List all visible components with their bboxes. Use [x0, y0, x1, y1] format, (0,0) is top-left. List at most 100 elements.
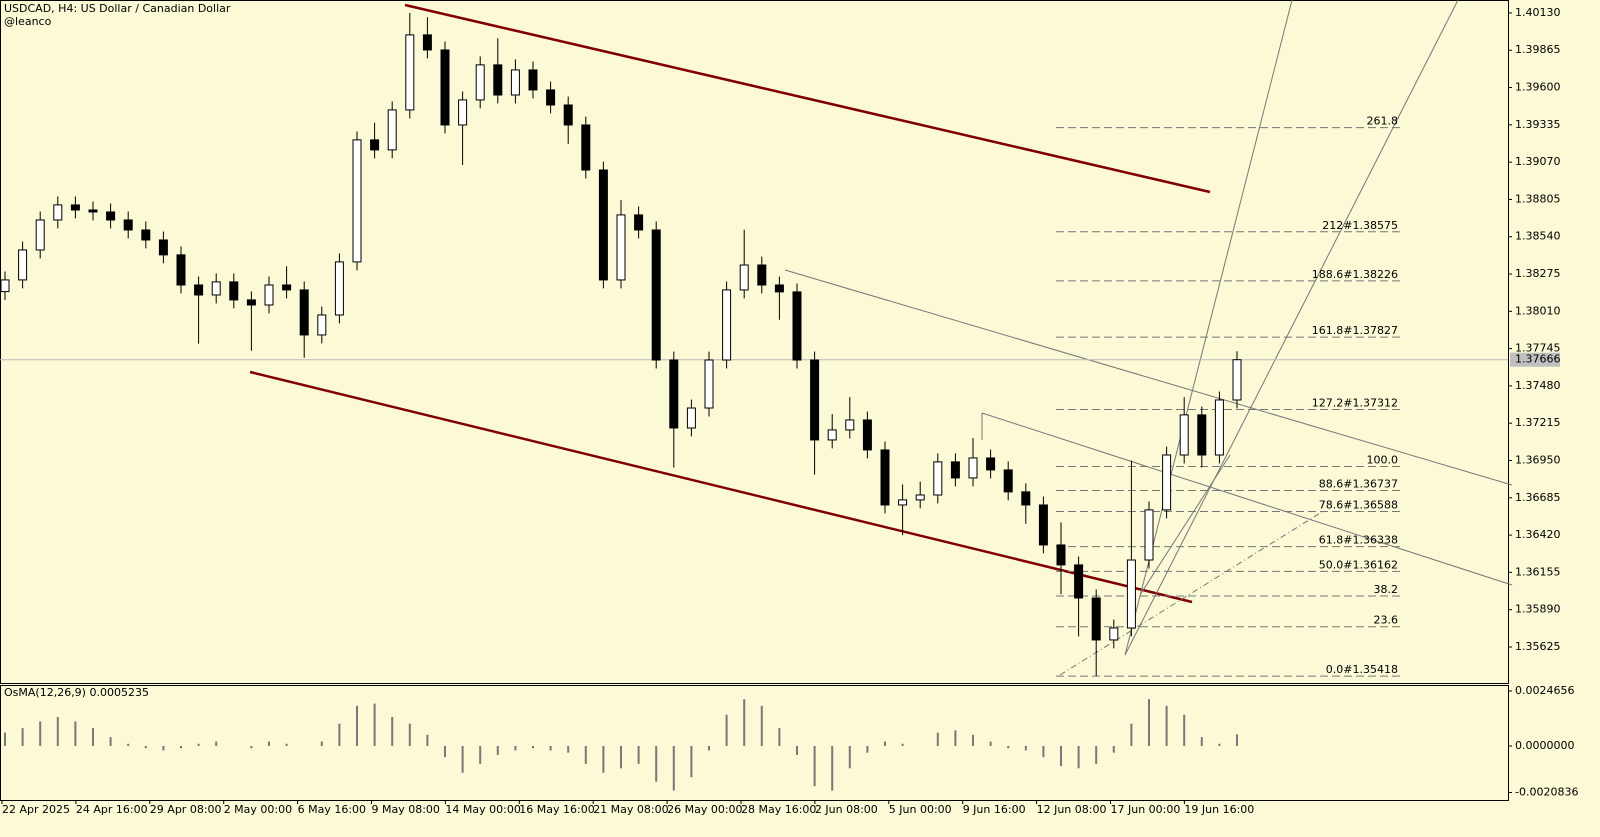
candle-body	[915, 494, 925, 501]
fib-label: 100.0	[1367, 454, 1399, 467]
candle-body	[1179, 414, 1189, 456]
x-tick-label: 6 May 16:00	[298, 803, 366, 816]
candle-body	[1038, 504, 1048, 546]
candle-body	[387, 109, 397, 151]
fib-label: 78.6#1.36588	[1319, 498, 1398, 511]
candle-body	[704, 359, 714, 409]
candle-body	[1109, 627, 1119, 641]
y-tick-label: 1.36685	[1515, 491, 1561, 504]
price-panel	[0, 0, 1509, 684]
chart-title: USDCAD, H4: US Dollar / Canadian Dollar	[4, 2, 231, 15]
candle-body	[88, 209, 98, 213]
candle-body	[950, 461, 960, 479]
x-tick-label: 16 May 16:00	[519, 803, 594, 816]
candle-body	[1126, 559, 1136, 629]
x-tick-label: 22 Apr 2025	[2, 803, 70, 816]
y-tick-label: 1.39865	[1515, 43, 1561, 56]
y-tick-label: 1.35625	[1515, 640, 1561, 653]
y-tick-label: 1.39600	[1515, 81, 1561, 94]
trend-line	[981, 412, 1513, 586]
fan-baseline	[1059, 509, 1326, 676]
candle-body	[370, 139, 380, 151]
indicator-title: OsMA(12,26,9) 0.0005235	[4, 686, 149, 699]
candle-body	[634, 214, 644, 231]
candle-body	[53, 204, 63, 221]
x-tick-label: 9 Jun 16:00	[963, 803, 1026, 816]
candle-body	[528, 69, 538, 91]
frame	[0, 0, 1509, 801]
candle-body	[1162, 454, 1172, 511]
candle-body	[123, 219, 133, 231]
x-tick-label: 19 Jun 16:00	[1184, 803, 1254, 816]
fib-label: 161.8#1.37827	[1312, 324, 1398, 337]
candle-body	[651, 229, 661, 361]
fib-label: 127.2#1.37312	[1312, 397, 1398, 410]
last-price-label: 1.37666	[1515, 353, 1561, 366]
candle-body	[70, 204, 80, 211]
candle-body	[757, 264, 767, 286]
x-tick-label: 21 May 08:00	[593, 803, 668, 816]
y-tick-label: 0.0000000	[1515, 739, 1575, 752]
y-tick-label: 1.37480	[1515, 379, 1561, 392]
channel-lower	[249, 370, 1193, 604]
candle-body	[246, 299, 256, 306]
x-tick-label: 12 Jun 08:00	[1037, 803, 1107, 816]
candle-body	[986, 457, 996, 471]
candle-body	[106, 211, 116, 221]
y-tick-label: 1.38010	[1515, 304, 1561, 317]
candle-body	[774, 284, 784, 293]
candle-body	[792, 291, 802, 361]
y-tick-label: 1.36155	[1515, 565, 1561, 578]
y-tick-label: 1.37215	[1515, 416, 1561, 429]
trend-lines	[249, 0, 1513, 676]
candle-body	[194, 284, 204, 296]
candle-body	[264, 284, 274, 306]
x-tick-label: 2 May 00:00	[224, 803, 292, 816]
x-tick-label: 28 May 16:00	[741, 803, 816, 816]
candle-body	[0, 279, 10, 293]
x-tick-label: 29 Apr 08:00	[150, 803, 222, 816]
candle-body	[1056, 544, 1066, 566]
candle-body	[1074, 564, 1084, 599]
candle-body	[493, 64, 503, 96]
candle-body	[546, 89, 556, 106]
candle-body	[299, 289, 309, 336]
last-price-box	[1510, 352, 1560, 367]
y-tick-label: 1.35890	[1515, 603, 1561, 616]
candle-body	[475, 64, 485, 101]
y-tick-label: 1.39335	[1515, 118, 1561, 131]
x-tick-label: 26 May 00:00	[667, 803, 742, 816]
candle-body	[510, 69, 520, 96]
candle-body	[422, 34, 432, 51]
candle-body	[616, 214, 626, 281]
candle-body	[317, 314, 327, 336]
x-tick-label: 17 Jun 00:00	[1111, 803, 1181, 816]
x-tick-label: 24 Apr 16:00	[76, 803, 148, 816]
y-tick-label: 1.40130	[1515, 6, 1561, 19]
candle-body	[440, 49, 450, 126]
y-tick-label: 1.38805	[1515, 192, 1561, 205]
fib-label: 212#1.38575	[1322, 219, 1398, 232]
candle-body	[862, 419, 872, 451]
candle-body	[282, 284, 292, 291]
x-tick-label: 5 Jun 00:00	[889, 803, 952, 816]
fib-label: 23.6	[1374, 614, 1399, 627]
candle-body	[1021, 491, 1031, 506]
indicator-panel	[0, 685, 1509, 801]
candle-body	[1214, 399, 1224, 456]
x-tick-label: 14 May 00:00	[445, 803, 520, 816]
y-tick-label: 1.38540	[1515, 230, 1561, 243]
fib-label: 50.0#1.36162	[1319, 558, 1398, 571]
candle-body	[669, 359, 679, 429]
fib-label: 88.6#1.36737	[1319, 477, 1398, 490]
fib-label: 0.0#1.35418	[1326, 663, 1398, 676]
fib-label: 188.6#1.38226	[1312, 268, 1398, 281]
trend-line	[784, 269, 1513, 486]
fib-label: 61.8#1.36338	[1319, 534, 1398, 547]
x-tick-label: 9 May 08:00	[372, 803, 440, 816]
candle-body	[141, 229, 151, 241]
candle-body	[352, 139, 362, 263]
y-tick-label: 1.37745	[1515, 342, 1561, 355]
